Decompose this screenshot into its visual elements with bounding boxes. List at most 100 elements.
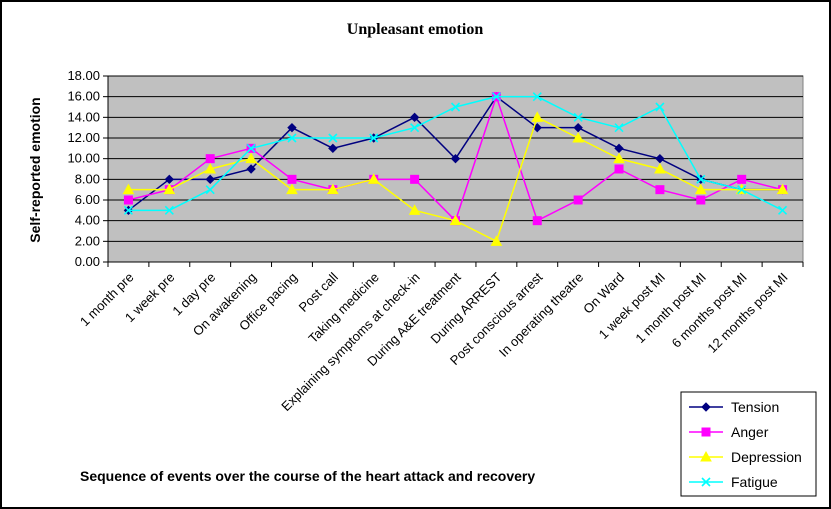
data-point-depression: [286, 183, 298, 195]
data-point-depression: [367, 173, 380, 184]
data-point-tension: [450, 153, 461, 164]
data-point-depression: [449, 214, 462, 226]
data-point-anger: [737, 174, 747, 184]
x-marker-strokes: [614, 123, 624, 133]
data-point-fatigue: [164, 205, 174, 215]
data-point-depression: [327, 183, 339, 195]
data-point-fatigue: [205, 185, 215, 195]
data-point-depression: [531, 111, 544, 122]
x-marker-strokes: [655, 102, 665, 112]
y-tick-label: 2.00: [75, 233, 100, 248]
data-point-depression: [245, 152, 257, 164]
data-point-anger: [696, 195, 706, 205]
data-point-fatigue: [532, 92, 542, 102]
data-point-depression: [654, 162, 666, 174]
legend-swatch-marker: [700, 450, 712, 462]
data-point-fatigue: [655, 102, 665, 112]
x-marker-strokes: [696, 174, 706, 184]
data-point-fatigue: [491, 92, 501, 102]
y-tick-label: 18.00: [67, 68, 100, 83]
data-point-tension: [164, 174, 175, 185]
data-point-anger: [655, 185, 665, 195]
legend-entry-fatigue: Fatigue: [731, 474, 778, 490]
legend-swatch-marker: [701, 402, 711, 412]
x-marker-strokes: [328, 133, 338, 143]
data-point-depression: [776, 183, 789, 195]
y-tick-label: 12.00: [67, 130, 100, 145]
data-point-anger: [532, 216, 542, 226]
x-tick-label: Taking medicine: [305, 270, 382, 347]
x-marker-strokes: [287, 133, 297, 143]
x-marker-strokes: [410, 123, 420, 133]
data-point-anger: [573, 195, 583, 205]
data-point-fatigue: [328, 133, 338, 143]
legend-entry-depression: Depression: [731, 449, 802, 465]
data-point-tension: [614, 143, 624, 154]
x-marker-strokes: [532, 92, 542, 102]
y-tick-label: 8.00: [75, 171, 100, 186]
x-marker-strokes: [737, 185, 747, 195]
data-point-tension: [655, 153, 665, 164]
y-axis-label: Self-reported emotion: [27, 97, 43, 242]
x-tick-label: During ARREST: [427, 269, 504, 346]
data-point-fatigue: [573, 112, 583, 122]
x-marker-strokes: [369, 133, 379, 143]
data-point-anger: [123, 195, 133, 205]
x-axis-label: Sequence of events over the course of th…: [80, 468, 535, 484]
plot-area: 0.00 2.00 4.00 6.00 8.00 10.00 12.00 14.00 16.00…: [67, 68, 804, 414]
data-point-fatigue: [123, 205, 134, 215]
data-point-anger: [287, 174, 297, 184]
data-point-tension: [205, 174, 215, 185]
data-point-tension: [246, 164, 256, 174]
data-point-tension: [287, 122, 297, 133]
x-tick-label: 12 months post MI: [704, 270, 790, 356]
data-point-fatigue: [287, 133, 297, 143]
data-point-depression: [408, 204, 421, 215]
data-point-fatigue: [696, 174, 706, 184]
legend-swatch-marker: [701, 427, 711, 437]
chart-title: Unpleasant emotion: [347, 21, 484, 38]
data-point-depression: [490, 235, 503, 246]
data-point-tension: [409, 112, 420, 123]
x-marker-strokes: [205, 185, 215, 195]
x-marker-strokes: [491, 92, 501, 102]
data-point-fatigue: [410, 123, 420, 133]
legend-swatch-marker: [701, 477, 711, 487]
y-tick-label: 4.00: [75, 213, 100, 228]
data-point-fatigue: [777, 205, 788, 215]
data-point-depression: [694, 183, 707, 195]
x-marker-strokes: [777, 205, 788, 215]
y-tick-label: 6.00: [75, 192, 100, 207]
x-marker-strokes: [164, 205, 174, 215]
data-point-depression: [163, 183, 176, 195]
data-point-tension: [573, 122, 583, 133]
data-point-fatigue: [246, 143, 256, 153]
data-point-depression: [122, 183, 135, 195]
legend-entry-tension: Tension: [731, 399, 779, 415]
x-marker-strokes: [701, 477, 711, 487]
y-tick-label: 14.00: [67, 109, 100, 124]
data-point-anger: [205, 154, 215, 164]
y-tick-label: 10.00: [67, 151, 100, 166]
data-point-fatigue: [614, 123, 624, 133]
x-marker-strokes: [246, 143, 256, 153]
data-point-depression: [204, 162, 217, 174]
x-marker-strokes: [450, 102, 461, 112]
data-point-fatigue: [369, 133, 379, 143]
data-point-anger: [410, 174, 420, 184]
x-tick-label: 1 month post MI: [632, 270, 709, 347]
y-tick-label: 16.00: [67, 89, 100, 104]
data-point-fatigue: [737, 185, 747, 195]
x-marker-strokes: [123, 205, 134, 215]
data-point-tension: [328, 143, 338, 154]
x-marker-strokes: [573, 112, 583, 122]
data-point-fatigue: [450, 102, 461, 112]
data-point-depression: [613, 152, 625, 164]
legend-entry-anger: Anger: [731, 424, 769, 440]
legend: Tension Anger Depression Fatigue: [680, 391, 817, 497]
y-tick-label: 0.00: [75, 254, 100, 269]
data-point-depression: [572, 131, 584, 143]
x-tick-label: 6 months post MI: [669, 270, 750, 351]
data-point-anger: [614, 164, 624, 174]
